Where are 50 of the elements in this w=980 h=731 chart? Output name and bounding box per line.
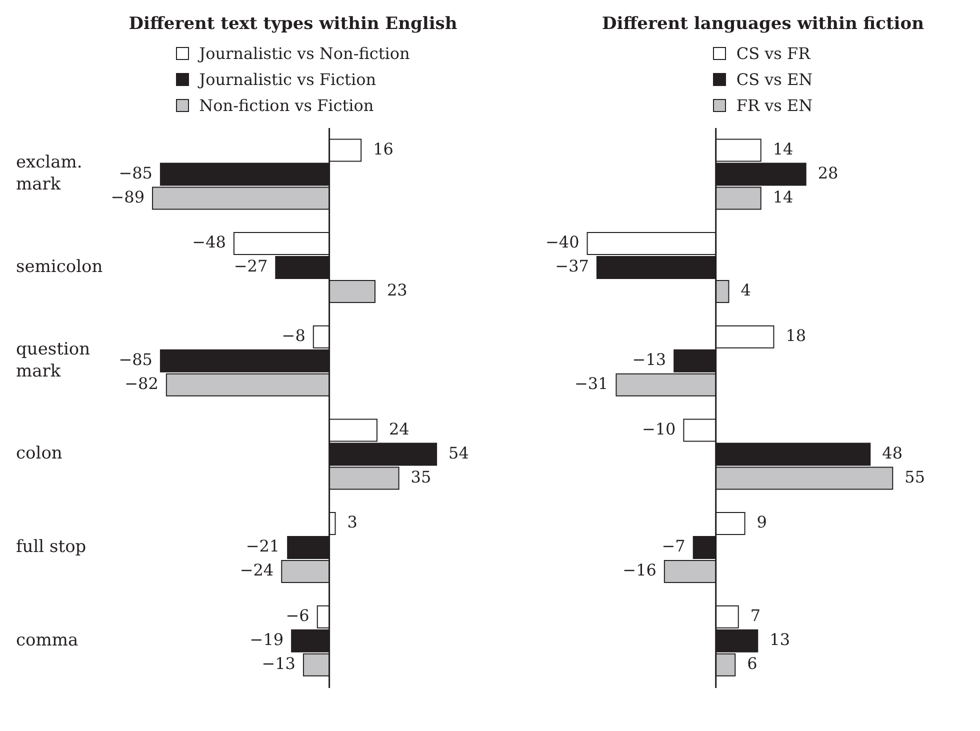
data-label: −13 (262, 654, 296, 674)
data-label: −10 (642, 419, 676, 438)
y-tick-label: colon (16, 444, 62, 464)
data-label: 55 (904, 467, 925, 486)
data-label: −19 (250, 630, 284, 650)
legend-label: Non-fiction vs Fiction (199, 96, 374, 114)
data-label: 54 (448, 443, 469, 462)
data-label: 28 (818, 163, 838, 182)
data-label: 9 (756, 512, 767, 532)
data-label: −85 (118, 163, 152, 182)
data-label: 18 (786, 326, 806, 346)
data-label: −6 (286, 606, 310, 626)
y-tick-label: full stop (16, 537, 86, 558)
legend-label: CS vs EN (736, 70, 813, 88)
data-label: −37 (555, 256, 589, 276)
data-label: −27 (234, 256, 268, 276)
data-label: −24 (240, 560, 274, 580)
data-label: −7 (662, 536, 686, 556)
data-label: −85 (118, 350, 152, 370)
data-label: 14 (772, 187, 794, 206)
data-label: −40 (546, 232, 580, 252)
data-label: 13 (770, 630, 790, 650)
chart-title: Different text types within English (128, 14, 458, 34)
data-label: 48 (882, 443, 902, 462)
data-label: −16 (622, 560, 656, 580)
data-label: 6 (747, 654, 758, 674)
legend-label: Journalistic vs Fiction (199, 70, 376, 88)
legend-label: Journalistic vs Non-fiction (199, 44, 410, 62)
data-label: 35 (410, 467, 432, 486)
data-label: −13 (632, 350, 666, 370)
chart-title: Different languages within fiction (601, 14, 925, 34)
y-tick-label: semicolon (16, 257, 103, 278)
y-tick-label: question mark (16, 340, 90, 382)
legend-label: FR vs EN (736, 96, 813, 114)
data-label: 4 (740, 280, 751, 300)
data-label: 14 (772, 139, 794, 158)
data-label: −31 (574, 374, 608, 394)
data-label: −89 (110, 187, 145, 206)
data-label: −8 (282, 326, 306, 346)
data-label: 23 (386, 280, 408, 300)
y-tick-label: comma (16, 630, 78, 651)
data-label: 7 (750, 606, 761, 626)
data-label: −82 (124, 374, 158, 394)
legend-label: CS vs FR (736, 44, 810, 62)
data-label: 3 (347, 512, 358, 532)
data-label: −21 (246, 536, 280, 556)
data-label: 16 (373, 139, 394, 158)
y-tick-label: exclam. mark (16, 153, 82, 196)
data-label: −48 (192, 232, 226, 252)
data-label: 24 (388, 419, 410, 438)
